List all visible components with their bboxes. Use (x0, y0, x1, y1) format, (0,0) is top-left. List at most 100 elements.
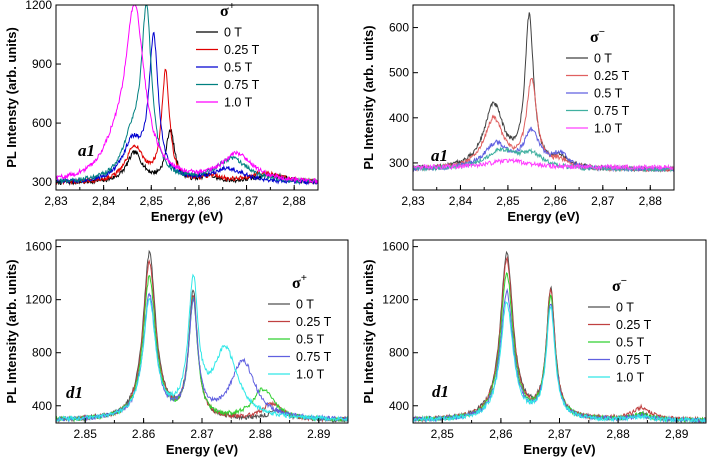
x-tick-label: 2,86 (187, 194, 211, 208)
legend-entry: 0.75 T (616, 353, 652, 367)
legend-entry: 0.5 T (296, 333, 325, 347)
legend-entry: 0 T (296, 298, 314, 312)
legend-entry: 0.25 T (224, 43, 260, 57)
legend-entry: 1.0 T (616, 371, 645, 385)
x-tick-label: 2,85 (431, 427, 455, 441)
legend: σ− 0 T 0.25 T 0.5 T 0.75 T 1.0 T (588, 275, 652, 385)
x-tick-label: 2,88 (639, 194, 663, 208)
legend-title-sup: + (229, 0, 235, 12)
legend-entry: 0.75 T (296, 350, 332, 364)
series-group (413, 12, 674, 173)
x-tick-label: 2.87 (190, 427, 214, 441)
legend-entry: 0 T (616, 301, 634, 315)
series-line-0-25-T (56, 68, 318, 186)
x-tick-label: 2.88 (249, 427, 273, 441)
legend-title-sup: − (621, 275, 627, 287)
legend: σ+ 0 T 0.25 T 0.5 T 0.75 T 1.0 T (196, 0, 260, 110)
legend-entry: 1.0 T (594, 122, 623, 136)
y-tick-label: 1600 (25, 240, 52, 254)
legend-entry: 1.0 T (224, 96, 253, 110)
panel-tag: d1 (66, 383, 83, 402)
x-tick-label: 2,83 (44, 194, 68, 208)
legend-entry: 1.0 T (296, 368, 325, 382)
x-tick-label: 2,84 (449, 194, 473, 208)
legend-entry: 0.25 T (594, 69, 630, 83)
plot-frame (412, 239, 707, 424)
y-axis-label: PL Intensity (arb. units) (361, 25, 376, 169)
y-tick-label: 300 (389, 156, 409, 170)
x-tick-label: 2,86 (544, 194, 568, 208)
x-tick-label: 2,88 (283, 194, 307, 208)
series-group (56, 5, 318, 186)
legend: σ− 0 T 0.25 T 0.5 T 0.75 T 1.0 T (566, 26, 630, 136)
x-tick-label: 2,85 (496, 194, 520, 208)
legend-entry: 0.5 T (616, 336, 645, 350)
x-tick-label: 2,86 (489, 427, 513, 441)
series-group (56, 249, 348, 423)
y-tick-label: 500 (389, 66, 409, 80)
series-line-1-0-T (56, 273, 348, 423)
legend: σ+ 0 T 0.25 T 0.5 T 0.75 T 1.0 T (268, 272, 332, 382)
x-tick-label: 2.86 (132, 427, 156, 441)
legend-entry: 0.75 T (224, 78, 260, 92)
x-tick-label: 2,83 (401, 194, 425, 208)
x-tick-label: 2,87 (235, 194, 259, 208)
legend-entry: 0.75 T (594, 104, 630, 118)
y-tick-label: 900 (32, 57, 52, 71)
x-tick-label: 2,85 (140, 194, 164, 208)
panel-tag: d1 (432, 382, 449, 401)
x-tick-label: 2,88 (606, 427, 630, 441)
y-tick-label: 800 (389, 346, 409, 360)
panel-a1-sigma-plus: 2,83 2,84 2,85 2,86 2,87 2,88 300 600 900 1200 Ene… (4, 0, 319, 224)
y-tick-label: 600 (32, 116, 52, 130)
legend-title: σ+ (220, 0, 235, 20)
x-axis-label: Energy (eV) (166, 442, 238, 457)
y-tick-label: 1600 (382, 240, 409, 254)
series-line-0-75-T (413, 288, 706, 423)
x-axis-label: Energy (eV) (151, 209, 223, 224)
series-group (413, 250, 706, 423)
series-line-0-T (413, 250, 706, 423)
y-tick-label: 800 (32, 346, 52, 360)
y-tick-label: 600 (389, 21, 409, 35)
x-tick-label: 2.89 (307, 427, 331, 441)
panel-tag: a1 (431, 146, 448, 165)
panel-tag: a1 (78, 141, 95, 160)
y-tick-label: 400 (32, 399, 52, 413)
legend-entry: 0.5 T (224, 61, 253, 75)
series-line-1-0-T (413, 300, 706, 423)
plot-frame (55, 4, 319, 191)
x-axis-label: Energy (eV) (507, 209, 579, 224)
panel-a1-sigma-minus: 2,83 2,84 2,85 2,86 2,87 2,88 300 400 500 600 Ener… (361, 4, 675, 224)
legend-entry: 0 T (224, 26, 242, 40)
y-tick-label: 1200 (25, 293, 52, 307)
legend-entry: 0 T (594, 52, 612, 66)
x-tick-label: 2,87 (591, 194, 615, 208)
legend-title: σ− (590, 26, 605, 46)
y-tick-label: 400 (389, 111, 409, 125)
x-axis-label: Energy (eV) (523, 442, 595, 457)
y-axis-label: PL Intensity (arb. units) (4, 259, 19, 403)
series-line-1-0-T (413, 157, 674, 172)
plot-frame (412, 4, 675, 191)
y-axis-label: PL Intensty (arb. units) (4, 27, 19, 168)
series-line-0-75-T (56, 5, 318, 185)
series-line-0-25-T (413, 256, 706, 423)
y-tick-label: 1200 (382, 293, 409, 307)
legend-entry: 0.5 T (594, 87, 623, 101)
x-tick-label: 2,87 (548, 427, 572, 441)
x-tick-label: 2.85 (74, 427, 98, 441)
series-line-1-0-T (56, 5, 318, 184)
legend-title-sup: − (599, 26, 605, 38)
x-tick-label: 2,89 (665, 427, 689, 441)
legend-title: σ− (612, 275, 627, 295)
y-tick-label: 400 (389, 399, 409, 413)
plot-frame (55, 239, 349, 424)
y-tick-label: 1200 (25, 0, 52, 12)
legend-title-sup: + (301, 272, 307, 284)
legend-entry: 0.25 T (296, 315, 332, 329)
y-axis-label: PL Intensity (arb. units) (361, 259, 376, 403)
series-line-0-5-T (413, 272, 706, 423)
legend-entry: 0.25 T (616, 318, 652, 332)
y-tick-label: 300 (32, 175, 52, 189)
